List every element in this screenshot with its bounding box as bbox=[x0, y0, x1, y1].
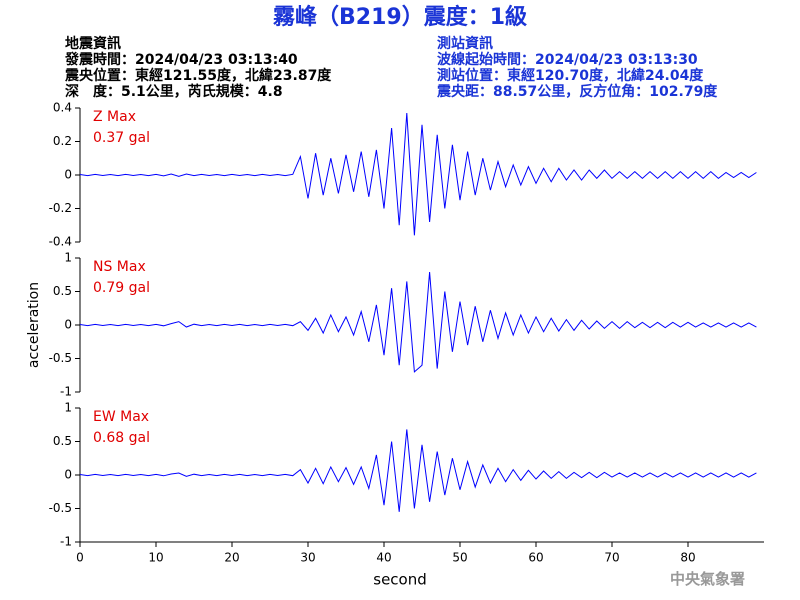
y-tick-label: -1 bbox=[60, 385, 72, 399]
info-text: 深 度：5.1公里，芮氏規模：4.8 bbox=[65, 83, 283, 100]
y-tick-label: 1 bbox=[64, 251, 72, 265]
y-tick-label: 0 bbox=[64, 318, 72, 332]
y-tick-label: 0.2 bbox=[53, 134, 72, 148]
waveform bbox=[79, 112, 757, 236]
y-tick-label: -0.5 bbox=[49, 351, 72, 365]
x-tick-label: 60 bbox=[528, 551, 543, 565]
chart-title: 霧峰（B219）震度：1級 bbox=[272, 4, 527, 30]
x-tick-label: 40 bbox=[376, 551, 391, 565]
channel-max: 0.68 gal bbox=[93, 430, 150, 446]
y-tick-label: -0.2 bbox=[49, 201, 72, 215]
info-text: 測站資訊 bbox=[437, 35, 493, 52]
info-text: 地震資訊 bbox=[65, 35, 121, 52]
channel-name: NS Max bbox=[93, 259, 146, 275]
info-text: 測站位置：東經120.70度，北緯24.04度 bbox=[437, 67, 704, 84]
x-tick-label: 50 bbox=[452, 551, 467, 565]
channel-name: EW Max bbox=[93, 409, 149, 425]
channel-max: 0.79 gal bbox=[93, 280, 150, 296]
x-tick-label: 0 bbox=[76, 551, 84, 565]
info-text: 波線起始時間：2024/04/23 03:13:30 bbox=[437, 51, 698, 68]
y-tick-label: 1 bbox=[64, 401, 72, 415]
info-text: 震央位置：東經121.55度，北緯23.87度 bbox=[64, 67, 332, 84]
info-text: 震央距：88.57公里，反方位角：102.79度 bbox=[436, 83, 718, 100]
info-text: 發震時間：2024/04/23 03:13:40 bbox=[64, 51, 298, 68]
y-tick-label: 0.4 bbox=[53, 101, 72, 115]
x-tick-label: 80 bbox=[680, 551, 695, 565]
x-tick-label: 70 bbox=[604, 551, 619, 565]
waveform bbox=[79, 272, 757, 373]
y-tick-label: -0.5 bbox=[49, 501, 72, 515]
y-tick-label: 0.5 bbox=[53, 434, 72, 448]
y-tick-label: 0 bbox=[64, 168, 72, 182]
x-axis-label: second bbox=[373, 571, 427, 589]
y-tick-label: -1 bbox=[60, 535, 72, 549]
y-tick-label: -0.4 bbox=[49, 235, 72, 249]
waveform bbox=[79, 429, 757, 512]
y-axis-label: acceleration bbox=[26, 282, 42, 368]
channel-max: 0.37 gal bbox=[93, 130, 150, 146]
x-tick-label: 10 bbox=[148, 551, 163, 565]
x-tick-label: 30 bbox=[300, 551, 315, 565]
channel-name: Z Max bbox=[93, 109, 136, 125]
y-tick-label: 0 bbox=[64, 468, 72, 482]
y-tick-label: 0.5 bbox=[53, 284, 72, 298]
footer: 中央氣象署 bbox=[670, 570, 745, 588]
x-tick-label: 20 bbox=[224, 551, 239, 565]
